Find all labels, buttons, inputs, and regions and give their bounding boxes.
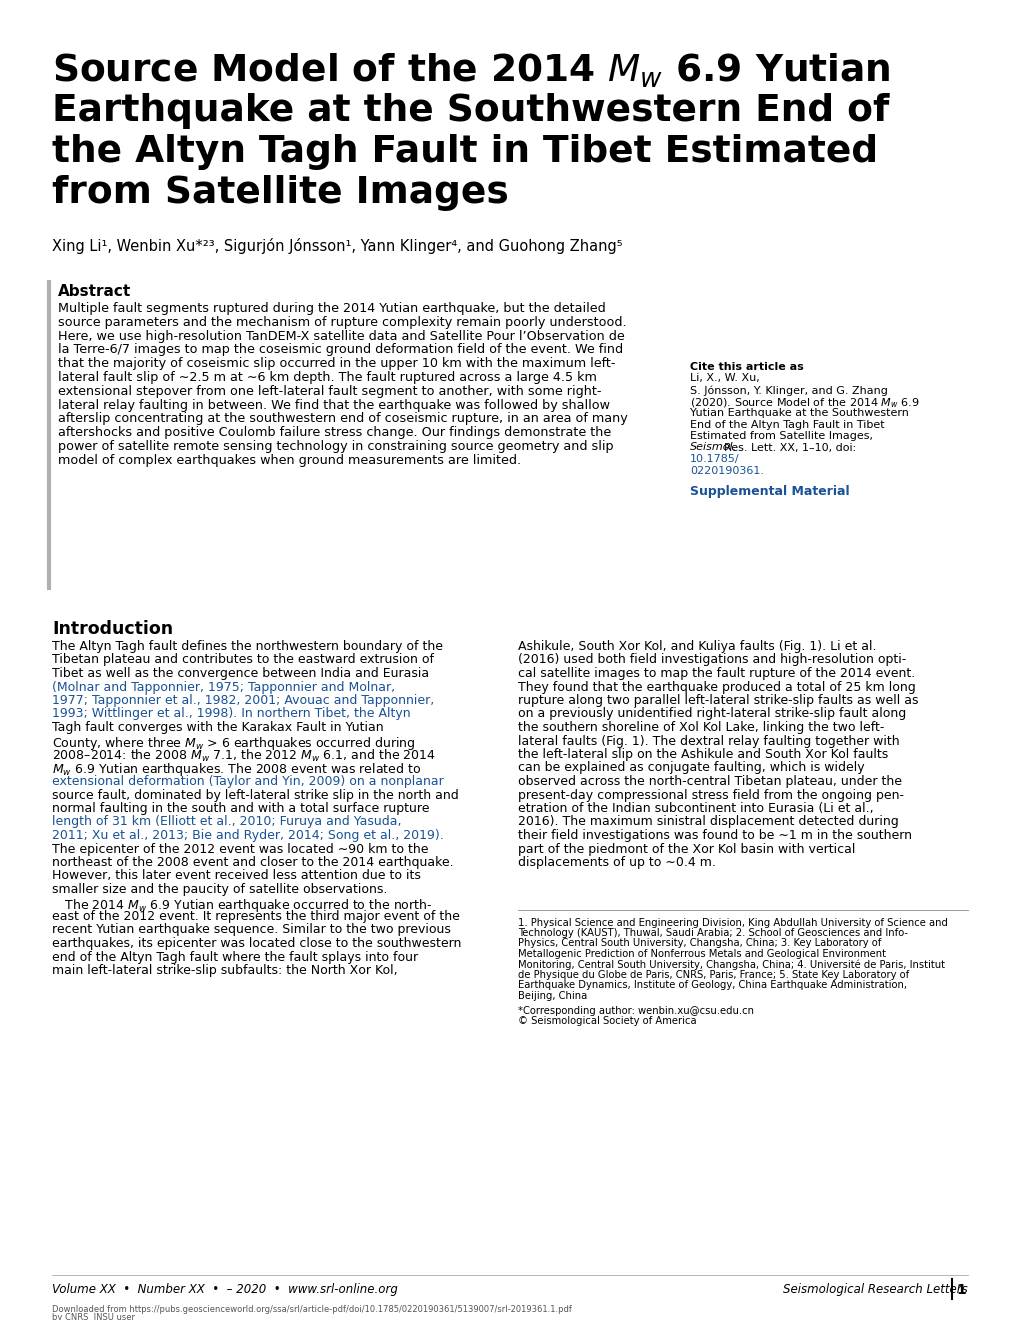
Text: by CNRS  INSU user: by CNRS INSU user <box>52 1313 135 1320</box>
Text: S. Jónsson, Y. Klinger, and G. Zhang: S. Jónsson, Y. Klinger, and G. Zhang <box>689 385 887 396</box>
Text: their field investigations was found to be ∼1 m in the southern: their field investigations was found to … <box>518 829 911 842</box>
Text: on a previously unidentified right-lateral strike-slip fault along: on a previously unidentified right-later… <box>518 708 905 721</box>
Text: Beijing, China: Beijing, China <box>518 991 587 1001</box>
Text: 0220190361.: 0220190361. <box>689 466 763 475</box>
Text: Technology (KAUST), Thuwal, Saudi Arabia; 2. School of Geosciences and Info-: Technology (KAUST), Thuwal, Saudi Arabia… <box>518 928 907 939</box>
Text: Seismological Research Letters: Seismological Research Letters <box>783 1283 967 1296</box>
Text: lateral fault slip of ∼2.5 m at ∼6 km depth. The fault ruptured across a large 4: lateral fault slip of ∼2.5 m at ∼6 km de… <box>58 371 596 384</box>
Text: Source Model of the 2014 $\mathit{M}_\mathit{w}$ 6.9 Yutian: Source Model of the 2014 $\mathit{M}_\ma… <box>52 51 890 90</box>
Text: Estimated from Satellite Images,: Estimated from Satellite Images, <box>689 432 872 441</box>
Text: 2008–2014: the 2008 $M_w$ 7.1, the 2012 $M_w$ 6.1, and the 2014: 2008–2014: the 2008 $M_w$ 7.1, the 2012 … <box>52 748 435 764</box>
Text: Tibet as well as the convergence between India and Eurasia: Tibet as well as the convergence between… <box>52 667 429 680</box>
Text: Here, we use high-resolution TanDEM-X satellite data and Satellite Pour l’Observ: Here, we use high-resolution TanDEM-X sa… <box>58 330 625 343</box>
Text: etration of the Indian subcontinent into Eurasia (Li et al.,: etration of the Indian subcontinent into… <box>518 803 872 814</box>
Text: 1977; Tapponnier et al., 1982, 2001; Avouac and Tapponnier,: 1977; Tapponnier et al., 1982, 2001; Avo… <box>52 694 434 708</box>
Text: The epicenter of the 2012 event was located ∼90 km to the: The epicenter of the 2012 event was loca… <box>52 842 428 855</box>
Text: The 2014 $M_w$ 6.9 Yutian earthquake occurred to the north-: The 2014 $M_w$ 6.9 Yutian earthquake occ… <box>52 896 432 913</box>
Text: length of 31 km (Elliott et al., 2010; Furuya and Yasuda,: length of 31 km (Elliott et al., 2010; F… <box>52 816 401 829</box>
Text: 2016). The maximum sinistral displacement detected during: 2016). The maximum sinistral displacemen… <box>518 816 898 829</box>
Text: rupture along two parallel left-lateral strike-slip faults as well as: rupture along two parallel left-lateral … <box>518 694 917 708</box>
Text: *Corresponding author: wenbin.xu@csu.edu.cn: *Corresponding author: wenbin.xu@csu.edu… <box>518 1006 753 1015</box>
Text: normal faulting in the south and with a total surface rupture: normal faulting in the south and with a … <box>52 803 429 814</box>
Text: Multiple fault segments ruptured during the 2014 Yutian earthquake, but the deta: Multiple fault segments ruptured during … <box>58 302 605 315</box>
Text: (2020). Source Model of the 2014 $\mathit{M}_\mathit{w}$ 6.9: (2020). Source Model of the 2014 $\mathi… <box>689 396 919 411</box>
Text: However, this later event received less attention due to its: However, this later event received less … <box>52 870 421 883</box>
Text: Tibetan plateau and contributes to the eastward extrusion of: Tibetan plateau and contributes to the e… <box>52 653 433 667</box>
Text: © Seismological Society of America: © Seismological Society of America <box>518 1016 696 1027</box>
Text: Volume XX  •  Number XX  •  – 2020  •  www.srl-online.org: Volume XX • Number XX • – 2020 • www.srl… <box>52 1283 397 1296</box>
Text: cal satellite images to map the fault rupture of the 2014 event.: cal satellite images to map the fault ru… <box>518 667 914 680</box>
Text: part of the piedmont of the Xor Kol basin with vertical: part of the piedmont of the Xor Kol basi… <box>518 842 855 855</box>
Text: model of complex earthquakes when ground measurements are limited.: model of complex earthquakes when ground… <box>58 454 521 467</box>
Text: extensional deformation (Taylor and Yin, 2009) on a nonplanar: extensional deformation (Taylor and Yin,… <box>52 775 443 788</box>
Text: main left-lateral strike-slip subfaults: the North Xor Kol,: main left-lateral strike-slip subfaults:… <box>52 964 397 977</box>
Text: source fault, dominated by left-lateral strike slip in the north and: source fault, dominated by left-lateral … <box>52 788 459 801</box>
Text: east of the 2012 event. It represents the third major event of the: east of the 2012 event. It represents th… <box>52 909 460 923</box>
Text: County, where three $M_w$ > 6 earthquakes occurred during: County, where three $M_w$ > 6 earthquake… <box>52 734 416 751</box>
Text: the Altyn Tagh Fault in Tibet Estimated: the Altyn Tagh Fault in Tibet Estimated <box>52 135 877 170</box>
Text: Xing Li¹, Wenbin Xu*²³, Sigurjón Jónsson¹, Yann Klinger⁴, and Guohong Zhang⁵: Xing Li¹, Wenbin Xu*²³, Sigurjón Jónsson… <box>52 238 622 253</box>
Text: la Terre-6/7 images to map the coseismic ground deformation field of the event. : la Terre-6/7 images to map the coseismic… <box>58 343 623 356</box>
Text: They found that the earthquake produced a total of 25 km long: They found that the earthquake produced … <box>518 681 915 693</box>
Text: end of the Altyn Tagh fault where the fault splays into four: end of the Altyn Tagh fault where the fa… <box>52 950 418 964</box>
Text: Downloaded from https://pubs.geoscienceworld.org/ssa/srl/article-pdf/doi/10.1785: Downloaded from https://pubs.geosciencew… <box>52 1305 572 1313</box>
Text: 1993; Wittlinger et al., 1998). In northern Tibet, the Altyn: 1993; Wittlinger et al., 1998). In north… <box>52 708 411 721</box>
Text: lateral relay faulting in between. We find that the earthquake was followed by s: lateral relay faulting in between. We fi… <box>58 399 609 412</box>
Text: Seismol.: Seismol. <box>689 442 737 453</box>
Text: Res. Lett. XX, 1–10, doi:: Res. Lett. XX, 1–10, doi: <box>723 442 855 453</box>
Text: source parameters and the mechanism of rupture complexity remain poorly understo: source parameters and the mechanism of r… <box>58 315 626 329</box>
Text: Metallogenic Prediction of Nonferrous Metals and Geological Environment: Metallogenic Prediction of Nonferrous Me… <box>518 949 886 960</box>
Text: displacements of up to ∼0.4 m.: displacements of up to ∼0.4 m. <box>518 855 715 869</box>
Text: can be explained as conjugate faulting, which is widely: can be explained as conjugate faulting, … <box>518 762 864 775</box>
Text: extensional stepover from one left-lateral fault segment to another, with some r: extensional stepover from one left-later… <box>58 385 601 397</box>
Text: the southern shoreline of Xol Kol Lake, linking the two left-: the southern shoreline of Xol Kol Lake, … <box>518 721 883 734</box>
Text: (2016) used both field investigations and high-resolution opti-: (2016) used both field investigations an… <box>518 653 905 667</box>
Text: Monitoring, Central South University, Changsha, China; 4. Université de Paris, I: Monitoring, Central South University, Ch… <box>518 960 944 970</box>
Text: Tagh fault converges with the Karakax Fault in Yutian: Tagh fault converges with the Karakax Fa… <box>52 721 383 734</box>
Text: that the majority of coseismic slip occurred in the upper 10 km with the maximum: that the majority of coseismic slip occu… <box>58 358 614 370</box>
Text: Earthquake Dynamics, Institute of Geology, China Earthquake Administration,: Earthquake Dynamics, Institute of Geolog… <box>518 981 906 990</box>
Text: northeast of the 2008 event and closer to the 2014 earthquake.: northeast of the 2008 event and closer t… <box>52 855 453 869</box>
Text: The Altyn Tagh fault defines the northwestern boundary of the: The Altyn Tagh fault defines the northwe… <box>52 640 442 653</box>
Text: End of the Altyn Tagh Fault in Tibet: End of the Altyn Tagh Fault in Tibet <box>689 420 883 429</box>
Text: 2011; Xu et al., 2013; Bie and Ryder, 2014; Song et al., 2019).: 2011; Xu et al., 2013; Bie and Ryder, 20… <box>52 829 443 842</box>
Text: Ashikule, South Xor Kol, and Kuliya faults (Fig. 1). Li et al.: Ashikule, South Xor Kol, and Kuliya faul… <box>518 640 875 653</box>
Text: from Satellite Images: from Satellite Images <box>52 176 508 211</box>
Text: Cite this article as: Cite this article as <box>689 362 803 372</box>
Text: present-day compressional stress field from the ongoing pen-: present-day compressional stress field f… <box>518 788 903 801</box>
Text: power of satellite remote sensing technology in constraining source geometry and: power of satellite remote sensing techno… <box>58 440 613 453</box>
Text: Li, X., W. Xu,: Li, X., W. Xu, <box>689 374 759 384</box>
Text: earthquakes, its epicenter was located close to the southwestern: earthquakes, its epicenter was located c… <box>52 937 461 950</box>
Text: Supplemental Material: Supplemental Material <box>689 484 849 498</box>
Text: afterslip concentrating at the southwestern end of coseismic rupture, in an area: afterslip concentrating at the southwest… <box>58 412 627 425</box>
Text: the left-lateral slip on the Ashikule and South Xor Kol faults: the left-lateral slip on the Ashikule an… <box>518 748 888 762</box>
Text: Yutian Earthquake at the Southwestern: Yutian Earthquake at the Southwestern <box>689 408 908 418</box>
Text: 1. Physical Science and Engineering Division, King Abdullah University of Scienc: 1. Physical Science and Engineering Divi… <box>518 917 947 928</box>
Text: 10.1785/: 10.1785/ <box>689 454 739 465</box>
Text: observed across the north-central Tibetan plateau, under the: observed across the north-central Tibeta… <box>518 775 901 788</box>
Text: smaller size and the paucity of satellite observations.: smaller size and the paucity of satellit… <box>52 883 387 896</box>
Text: Abstract: Abstract <box>58 284 131 300</box>
Text: recent Yutian earthquake sequence. Similar to the two previous: recent Yutian earthquake sequence. Simil… <box>52 924 450 936</box>
Text: Introduction: Introduction <box>52 620 173 638</box>
Text: aftershocks and positive Coulomb failure stress change. Our findings demonstrate: aftershocks and positive Coulomb failure… <box>58 426 610 440</box>
Text: 1: 1 <box>955 1283 965 1298</box>
Text: lateral faults (Fig. 1). The dextral relay faulting together with: lateral faults (Fig. 1). The dextral rel… <box>518 734 899 747</box>
Text: $M_w$ 6.9 Yutian earthquakes. The 2008 event was related to: $M_w$ 6.9 Yutian earthquakes. The 2008 e… <box>52 762 421 779</box>
Text: (Molnar and Tapponnier, 1975; Tapponnier and Molnar,: (Molnar and Tapponnier, 1975; Tapponnier… <box>52 681 394 693</box>
Text: de Physique du Globe de Paris, CNRS, Paris, France; 5. State Key Laboratory of: de Physique du Globe de Paris, CNRS, Par… <box>518 970 908 979</box>
Text: Physics, Central South University, Changsha, China; 3. Key Laboratory of: Physics, Central South University, Chang… <box>518 939 880 949</box>
Text: Earthquake at the Southwestern End of: Earthquake at the Southwestern End of <box>52 92 889 129</box>
